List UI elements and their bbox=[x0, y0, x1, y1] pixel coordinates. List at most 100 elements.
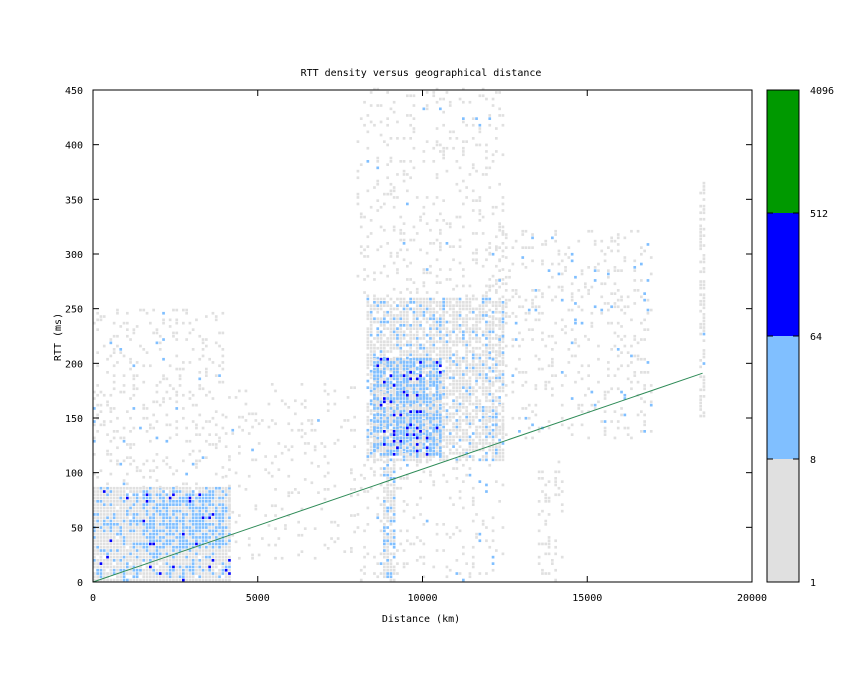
heatmap-cell bbox=[448, 383, 452, 386]
heatmap-cell bbox=[442, 409, 445, 412]
heatmap-cell bbox=[415, 413, 419, 417]
heatmap-cell bbox=[149, 578, 152, 582]
heatmap-cell bbox=[392, 337, 396, 340]
heatmap-cell bbox=[524, 246, 528, 249]
heatmap-cell bbox=[465, 353, 468, 357]
heatmap-cell bbox=[122, 529, 126, 533]
heatmap-cell bbox=[106, 490, 109, 493]
heatmap-cell bbox=[412, 426, 416, 430]
heatmap-cell bbox=[406, 387, 409, 391]
heatmap-cell bbox=[564, 374, 567, 377]
heatmap-cell bbox=[392, 110, 396, 114]
heatmap-cell bbox=[455, 317, 459, 321]
heatmap-cell bbox=[172, 539, 175, 543]
heatmap-cell bbox=[481, 415, 485, 419]
heatmap-cell bbox=[415, 317, 419, 321]
heatmap-cell bbox=[182, 490, 185, 493]
heatmap-cell bbox=[145, 536, 149, 539]
heatmap-cell bbox=[99, 559, 103, 562]
heatmap-cell bbox=[402, 238, 406, 242]
heatmap-cell bbox=[392, 189, 396, 193]
heatmap-cell bbox=[458, 490, 462, 493]
heatmap-cell bbox=[498, 369, 501, 373]
heatmap-cell bbox=[172, 486, 175, 490]
heatmap-cell bbox=[142, 348, 146, 351]
heatmap-cell bbox=[501, 436, 505, 440]
heatmap-cell bbox=[116, 545, 119, 549]
heatmap-cell bbox=[373, 449, 376, 453]
heatmap-cell bbox=[409, 238, 412, 242]
heatmap-cell bbox=[643, 400, 646, 404]
heatmap-cell bbox=[534, 289, 538, 292]
heatmap-cell bbox=[485, 346, 488, 350]
heatmap-cell bbox=[191, 575, 195, 579]
heatmap-cell bbox=[208, 572, 211, 575]
heatmap-cell bbox=[514, 239, 518, 243]
heatmap-cell bbox=[399, 333, 403, 337]
heatmap-cell bbox=[389, 542, 393, 546]
heatmap-cell bbox=[442, 123, 445, 127]
heatmap-cell bbox=[435, 532, 439, 536]
heatmap-cell bbox=[610, 239, 613, 243]
heatmap-cell bbox=[168, 486, 172, 490]
heatmap-cell bbox=[112, 539, 116, 543]
heatmap-cell bbox=[178, 519, 182, 523]
heatmap-cell bbox=[435, 327, 439, 330]
heatmap-cell bbox=[425, 350, 429, 353]
heatmap-cell bbox=[172, 516, 175, 520]
heatmap-cell bbox=[369, 467, 373, 470]
heatmap-cell bbox=[376, 496, 380, 500]
heatmap-cell bbox=[392, 413, 396, 417]
heatmap-cell bbox=[145, 519, 149, 523]
heatmap-cell bbox=[182, 523, 185, 526]
heatmap-cell bbox=[379, 503, 383, 506]
heatmap-cell bbox=[119, 486, 123, 490]
heatmap-cell bbox=[158, 523, 162, 526]
heatmap-cell bbox=[396, 403, 399, 407]
heatmap-cell bbox=[429, 397, 432, 400]
heatmap-cell bbox=[373, 357, 376, 361]
heatmap-cell bbox=[178, 516, 182, 520]
heatmap-cell bbox=[165, 568, 169, 572]
heatmap-cell bbox=[485, 301, 488, 304]
heatmap-cell bbox=[383, 473, 386, 477]
heatmap-cell bbox=[132, 426, 136, 430]
heatmap-cell bbox=[119, 348, 123, 351]
heatmap-cell bbox=[389, 107, 393, 111]
heatmap-cell bbox=[478, 337, 482, 340]
heatmap-cell bbox=[172, 532, 175, 536]
heatmap-cell bbox=[211, 500, 215, 503]
heatmap-cell bbox=[185, 532, 188, 536]
heatmap-cell bbox=[228, 539, 231, 543]
heatmap-cell bbox=[93, 519, 96, 523]
heatmap-cell bbox=[468, 310, 472, 314]
heatmap-cell bbox=[211, 493, 215, 497]
heatmap-cell bbox=[122, 486, 126, 490]
heatmap-cell bbox=[122, 532, 126, 536]
heatmap-cell bbox=[175, 503, 179, 506]
heatmap-cell bbox=[158, 545, 162, 549]
heatmap-cell bbox=[491, 324, 495, 327]
heatmap-cell bbox=[425, 519, 429, 523]
heatmap-cell bbox=[402, 420, 406, 423]
heatmap-cell bbox=[541, 259, 544, 263]
heatmap-cell bbox=[415, 333, 419, 337]
heatmap-cell bbox=[158, 341, 162, 345]
heatmap-cell bbox=[195, 462, 198, 466]
heatmap-cell bbox=[165, 539, 169, 543]
heatmap-cell bbox=[485, 392, 488, 396]
heatmap-cell bbox=[521, 229, 525, 233]
heatmap-cell bbox=[537, 311, 541, 315]
heatmap-cell bbox=[211, 506, 215, 510]
heatmap-cell bbox=[508, 298, 511, 302]
heatmap-cell bbox=[593, 266, 597, 269]
heatmap-cell bbox=[468, 572, 472, 575]
heatmap-cell bbox=[116, 532, 119, 536]
heatmap-cell bbox=[396, 410, 399, 413]
heatmap-cell bbox=[478, 320, 482, 324]
heatmap-cell bbox=[429, 433, 432, 436]
heatmap-cell bbox=[412, 420, 416, 423]
heatmap-cell bbox=[478, 356, 482, 360]
heatmap-cell bbox=[481, 301, 485, 304]
heatmap-cell bbox=[580, 423, 584, 427]
